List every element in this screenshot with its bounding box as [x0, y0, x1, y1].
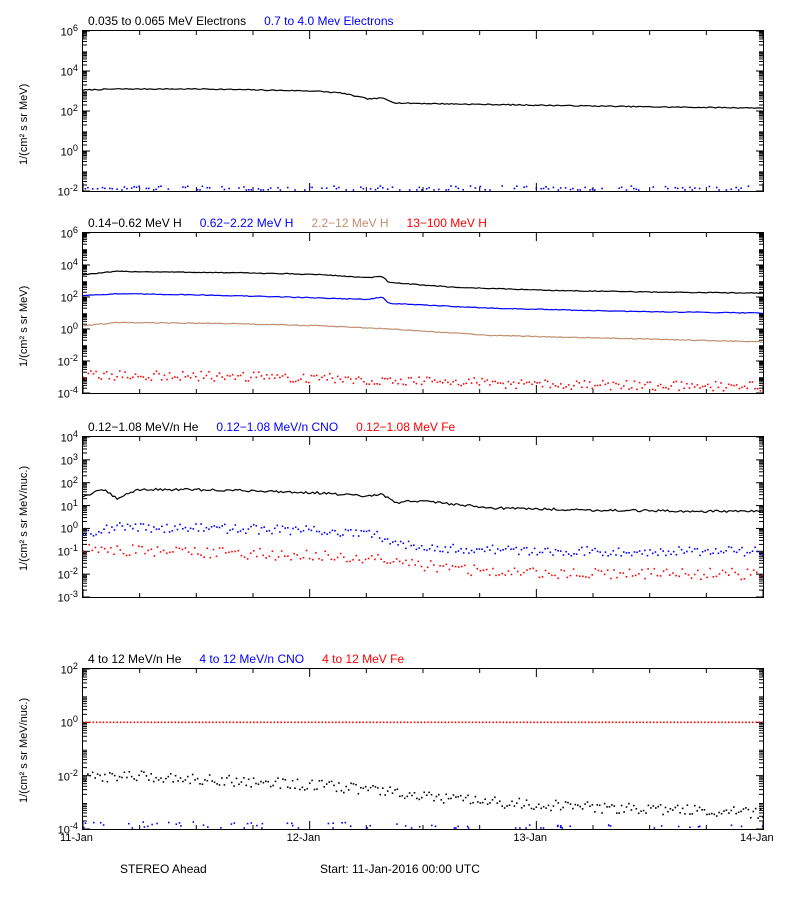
- legend-item: 0.035 to 0.065 MeV Electrons: [88, 14, 246, 28]
- x-tick-label: 13-Jan: [513, 832, 547, 844]
- legend-item: 0.12−1.08 MeV/n CNO: [216, 420, 338, 434]
- y-axis-label: 1/(cm² s sr MeV): [18, 84, 30, 165]
- y-tick-label: 101: [61, 498, 78, 514]
- y-tick-label: 100: [61, 520, 78, 536]
- y-tick-label: 104: [61, 63, 78, 79]
- y-tick-label: 10-2: [58, 353, 78, 369]
- legend-item: 0.12−1.08 MeV Fe: [356, 420, 455, 434]
- y-tick-label: 104: [61, 429, 78, 445]
- y-tick-label: 102: [61, 103, 78, 119]
- chart-svg: [83, 31, 763, 191]
- y-tick-label: 10-3: [58, 589, 78, 605]
- series-line: [83, 294, 763, 314]
- y-tick-label: 10-4: [58, 385, 78, 401]
- panel-legend: 0.035 to 0.065 MeV Electrons 0.7 to 4.0 M…: [88, 14, 412, 28]
- series-scatter: [83, 722, 763, 724]
- x-tick-label: 14-Jan: [740, 832, 774, 844]
- y-tick-label: 10-2: [58, 183, 78, 199]
- y-tick-label: 104: [61, 257, 78, 273]
- series-scatter: [85, 185, 763, 191]
- y-tick-label: 106: [61, 23, 78, 39]
- footer-center: Start: 11-Jan-2016 00:00 UTC: [320, 862, 480, 876]
- chart-svg: [83, 233, 763, 393]
- chart-panel-1: [82, 232, 764, 394]
- chart-panel-0: [82, 30, 764, 192]
- chart-panel-3: [82, 668, 764, 830]
- chart-svg: [83, 669, 763, 829]
- series-scatter: [83, 771, 763, 819]
- y-tick-label: 100: [61, 143, 78, 159]
- panel-legend: 0.14−0.62 MeV H 0.62−2.22 MeV H 2.2−12 MeV…: [88, 216, 505, 230]
- y-tick-label: 106: [61, 225, 78, 241]
- series-line: [83, 488, 763, 512]
- series-line: [83, 271, 763, 293]
- legend-item: 4 to 12 MeV/n CNO: [199, 652, 304, 666]
- legend-item: 0.62−2.22 MeV H: [200, 216, 294, 230]
- y-tick-label: 100: [61, 321, 78, 337]
- y-tick-label: 102: [61, 475, 78, 491]
- series-line: [83, 322, 763, 342]
- series-line: [83, 89, 763, 109]
- legend-item: 13−100 MeV H: [407, 216, 487, 230]
- y-tick-label: 102: [61, 661, 78, 677]
- y-axis-label: 1/(cm² s sr MeV/nuc.): [18, 698, 30, 803]
- legend-item: 0.7 to 4.0 Mev Electrons: [264, 14, 393, 28]
- legend-item: 2.2−12 MeV H: [311, 216, 388, 230]
- legend-item: 0.12−1.08 MeV/n He: [88, 420, 198, 434]
- y-tick-label: 10-2: [58, 768, 78, 784]
- x-tick-label: 11-Jan: [60, 832, 93, 844]
- y-tick-label: 10-1: [58, 543, 78, 559]
- chart-panel-2: [82, 436, 764, 598]
- legend-item: 4 to 12 MeV/n He: [88, 652, 181, 666]
- footer-left: STEREO Ahead: [120, 862, 207, 876]
- series-scatter: [83, 370, 763, 391]
- panel-legend: 4 to 12 MeV/n He 4 to 12 MeV/n CNO 4 to 12…: [88, 652, 422, 666]
- y-axis-label: 1/(cm² s sr MeV/nuc.): [18, 466, 30, 571]
- y-tick-label: 102: [61, 289, 78, 305]
- panel-legend: 0.12−1.08 MeV/n He 0.12−1.08 MeV/n CNO 0.1…: [88, 420, 473, 434]
- legend-item: 4 to 12 MeV Fe: [322, 652, 404, 666]
- y-tick-label: 10-2: [58, 566, 78, 582]
- y-tick-label: 103: [61, 452, 78, 468]
- y-tick-label: 100: [61, 714, 78, 730]
- legend-item: 0.14−0.62 MeV H: [88, 216, 182, 230]
- chart-svg: [83, 437, 763, 597]
- y-axis-label: 1/(cm² s sr MeV): [18, 286, 30, 367]
- x-tick-label: 12-Jan: [287, 832, 321, 844]
- series-scatter: [83, 522, 763, 557]
